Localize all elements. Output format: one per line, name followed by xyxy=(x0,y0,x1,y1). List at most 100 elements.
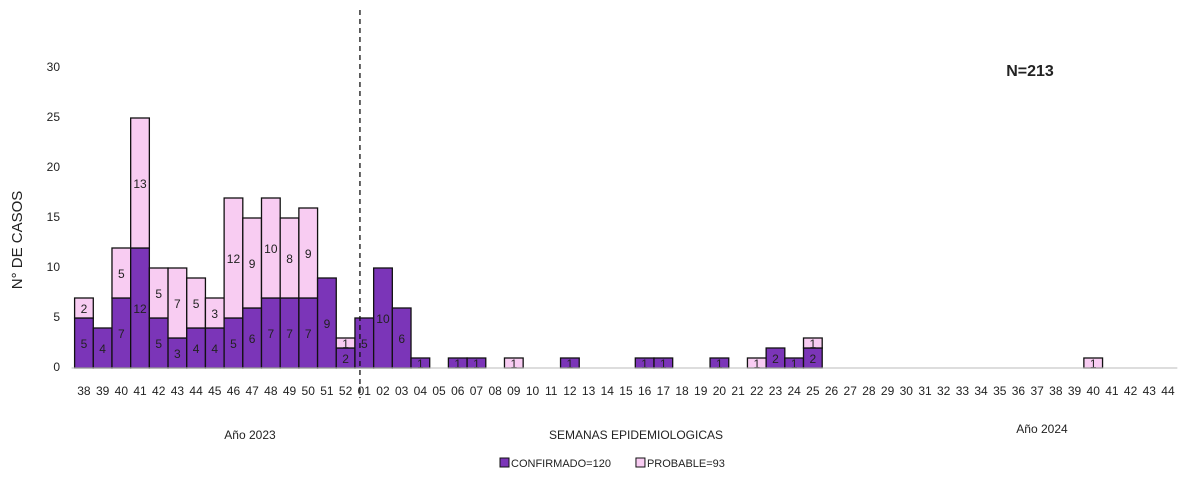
x-tick-label: 52 xyxy=(339,384,353,398)
x-tick-label: 41 xyxy=(133,384,147,398)
y-tick-label: 15 xyxy=(47,210,61,224)
x-tick-label: 39 xyxy=(1068,384,1082,398)
x-tick-label: 38 xyxy=(77,384,91,398)
x-tick-label: 04 xyxy=(414,384,428,398)
data-label: 1 xyxy=(473,357,480,371)
x-tick-label: 28 xyxy=(862,384,876,398)
data-label: 1 xyxy=(417,357,424,371)
data-label: 1 xyxy=(810,337,817,351)
y-tick-label: 30 xyxy=(47,60,61,74)
x-tick-label: 36 xyxy=(1012,384,1026,398)
x-tick-label: 07 xyxy=(470,384,484,398)
x-tick-label: 02 xyxy=(376,384,390,398)
period-label: Año 2023 xyxy=(224,428,276,442)
data-label: 4 xyxy=(211,342,218,356)
x-tick-label: 45 xyxy=(208,384,222,398)
bar-segment xyxy=(802,337,823,349)
data-label: 2 xyxy=(342,352,349,366)
data-label: 5 xyxy=(193,297,200,311)
x-tick-label: 25 xyxy=(806,384,820,398)
x-tick-label: 05 xyxy=(432,384,446,398)
bar-segment xyxy=(298,207,319,299)
x-tick-label: 49 xyxy=(283,384,297,398)
annotation: N=213 xyxy=(1006,63,1054,80)
y-axis-title: N° DE CASOS xyxy=(9,191,26,290)
x-tick-label: 16 xyxy=(638,384,652,398)
x-tick-label: 44 xyxy=(1161,384,1175,398)
data-label: 4 xyxy=(193,342,200,356)
x-tick-label: 42 xyxy=(1124,384,1138,398)
data-label: 1 xyxy=(454,357,461,371)
x-tick-label: 29 xyxy=(881,384,895,398)
legend-label: CONFIRMADO=120 xyxy=(511,458,611,470)
data-label: 12 xyxy=(227,252,241,266)
x-tick-label: 26 xyxy=(825,384,839,398)
data-label: 1 xyxy=(641,357,648,371)
bar-segment xyxy=(73,297,94,319)
x-tick-label: 23 xyxy=(769,384,783,398)
x-tick-label: 33 xyxy=(956,384,970,398)
y-tick-label: 20 xyxy=(47,160,61,174)
x-tick-label: 09 xyxy=(507,384,521,398)
x-tick-label: 40 xyxy=(1087,384,1101,398)
x-tick-label: 06 xyxy=(451,384,465,398)
data-label: 9 xyxy=(324,317,331,331)
x-tick-label: 39 xyxy=(96,384,110,398)
data-label: 7 xyxy=(305,327,312,341)
x-tick-label: 44 xyxy=(189,384,203,398)
x-tick-label: 51 xyxy=(320,384,334,398)
x-tick-label: 32 xyxy=(937,384,951,398)
legend-label: PROBABLE=93 xyxy=(647,458,725,470)
x-tick-label: 10 xyxy=(526,384,540,398)
x-tick-label: 27 xyxy=(844,384,858,398)
data-label: 3 xyxy=(174,347,181,361)
y-tick-label: 5 xyxy=(53,310,60,324)
legend-swatch xyxy=(499,457,510,468)
bar-segment xyxy=(130,117,151,249)
x-tick-label: 20 xyxy=(713,384,727,398)
data-label: 1 xyxy=(716,357,723,371)
y-tick-label: 0 xyxy=(53,360,60,374)
x-tick-label: 42 xyxy=(152,384,166,398)
x-tick-label: 08 xyxy=(488,384,502,398)
x-tick-label: 03 xyxy=(395,384,409,398)
data-label: 6 xyxy=(398,332,405,346)
data-label: 7 xyxy=(268,327,275,341)
data-label: 4 xyxy=(99,342,106,356)
data-label: 7 xyxy=(118,327,125,341)
x-tick-label: 15 xyxy=(619,384,633,398)
data-label: 5 xyxy=(361,337,368,351)
x-tick-label: 13 xyxy=(582,384,596,398)
data-label: 8 xyxy=(286,252,293,266)
data-label: 9 xyxy=(305,247,312,261)
data-label: 5 xyxy=(81,337,88,351)
data-label: 5 xyxy=(230,337,237,351)
data-label: 1 xyxy=(660,357,667,371)
data-label: 2 xyxy=(810,352,817,366)
x-tick-label: 38 xyxy=(1049,384,1063,398)
x-tick-label: 17 xyxy=(657,384,671,398)
y-tick-label: 25 xyxy=(47,110,61,124)
data-label: 1 xyxy=(510,357,517,371)
data-label: 13 xyxy=(133,177,147,191)
x-tick-label: 37 xyxy=(1030,384,1044,398)
x-tick-label: 31 xyxy=(918,384,932,398)
x-axis-title: SEMANAS EPIDEMIOLOGICAS xyxy=(549,428,723,442)
x-tick-label: 30 xyxy=(900,384,914,398)
x-tick-label: 34 xyxy=(974,384,988,398)
data-label: 1 xyxy=(567,357,574,371)
data-label: 3 xyxy=(211,307,218,321)
x-tick-label: 18 xyxy=(675,384,689,398)
x-tick-label: 22 xyxy=(750,384,764,398)
y-tick-label: 10 xyxy=(47,260,61,274)
x-tick-label: 40 xyxy=(115,384,129,398)
data-label: 1 xyxy=(1090,357,1097,371)
data-label: 10 xyxy=(264,242,278,256)
x-tick-label: 19 xyxy=(694,384,708,398)
data-label: 2 xyxy=(772,352,779,366)
period-label: Año 2024 xyxy=(1016,422,1068,436)
legend-swatch xyxy=(635,457,646,468)
data-label: 7 xyxy=(174,297,181,311)
x-tick-label: 50 xyxy=(302,384,316,398)
x-tick-label: 43 xyxy=(171,384,185,398)
